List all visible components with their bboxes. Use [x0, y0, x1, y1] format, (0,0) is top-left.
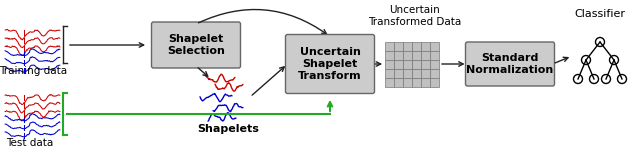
Bar	[385, 51, 394, 59]
Bar	[394, 69, 403, 77]
Bar	[430, 69, 439, 77]
FancyBboxPatch shape	[152, 22, 241, 68]
Bar	[385, 69, 394, 77]
Bar	[412, 51, 421, 59]
Bar	[403, 41, 412, 51]
Bar	[394, 41, 403, 51]
Bar	[421, 59, 430, 69]
Bar	[421, 69, 430, 77]
Bar	[430, 41, 439, 51]
FancyBboxPatch shape	[285, 35, 374, 93]
Bar	[421, 41, 430, 51]
Bar	[430, 51, 439, 59]
Bar	[430, 59, 439, 69]
Text: Classifier: Classifier	[575, 9, 625, 19]
Text: Standard
Normalization: Standard Normalization	[467, 53, 554, 75]
Bar	[403, 69, 412, 77]
Bar	[412, 77, 421, 86]
Text: Uncertain
Shapelet
Transform: Uncertain Shapelet Transform	[298, 47, 362, 81]
Bar	[430, 77, 439, 86]
Bar	[385, 77, 394, 86]
Bar	[403, 59, 412, 69]
Bar	[385, 59, 394, 69]
Bar	[403, 51, 412, 59]
FancyBboxPatch shape	[465, 42, 554, 86]
Text: Uncertain
Transformed Data: Uncertain Transformed Data	[369, 5, 461, 27]
Bar	[421, 51, 430, 59]
Bar	[412, 59, 421, 69]
Bar	[394, 77, 403, 86]
Bar	[385, 41, 394, 51]
Bar	[394, 59, 403, 69]
Text: Training data: Training data	[0, 66, 67, 76]
Text: Test data: Test data	[6, 138, 54, 148]
Bar	[412, 69, 421, 77]
Text: Shapelet
Selection: Shapelet Selection	[167, 34, 225, 56]
Bar	[403, 77, 412, 86]
Bar	[421, 77, 430, 86]
Text: Shapelets: Shapelets	[197, 124, 259, 134]
Bar	[412, 41, 421, 51]
Bar	[394, 51, 403, 59]
